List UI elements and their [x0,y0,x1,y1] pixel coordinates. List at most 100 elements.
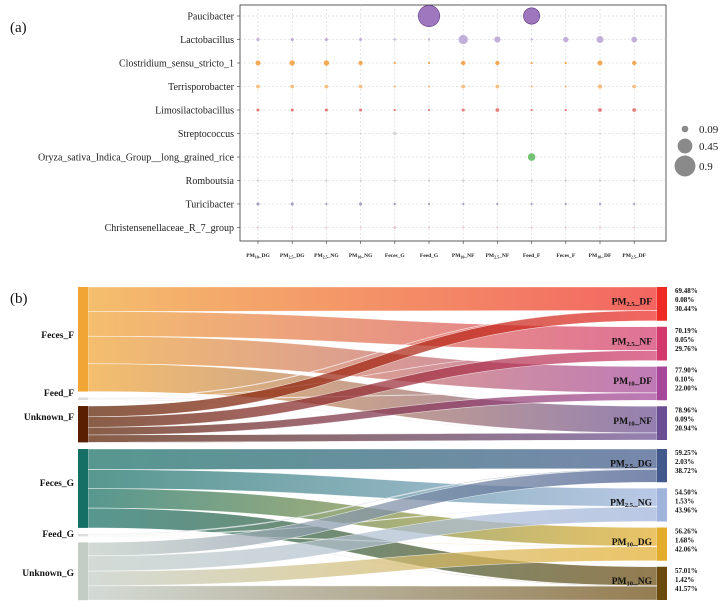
bubble-point [564,132,567,135]
bubble-point [255,60,261,66]
bubble-point [495,84,500,89]
source-node [78,287,88,392]
source-label: Feed_F [44,389,74,399]
bubble-point [530,61,533,65]
bubble-point [289,60,295,66]
bubble-point [633,132,636,135]
target-node [657,566,667,600]
bubble-point [564,108,567,112]
sample-label: PM10_NG [349,253,373,260]
bubble-point [564,179,567,182]
bubble-point [256,132,260,135]
bubble-point [496,132,499,135]
bubble-point [393,225,397,230]
bubble-point [324,108,328,112]
bubble-point [325,202,328,206]
target-share-label: 78.96% [675,406,698,414]
source-node [78,533,88,537]
bubble-point [325,226,328,229]
bubble-point [256,226,260,229]
legend-label: 0.09 [699,124,719,136]
target-share-label: 38.72% [675,467,698,475]
bubble-point [324,37,328,42]
bubble-point [462,226,465,229]
genus-label: Turicibacter [185,200,234,211]
bubble-point [417,4,441,28]
panel-a-label: (a) [10,20,27,36]
bubble-point [598,108,602,112]
target-share-label: 1.42% [675,576,694,584]
source-node [78,542,88,601]
target-share-label: 43.96% [675,506,698,514]
bubble-point [393,108,396,112]
bubble-point [359,108,363,112]
bubble-point [462,202,465,206]
target-share-label: 54.50% [675,488,698,496]
sankey-link [87,432,658,443]
target-share-label: 22.00% [675,385,698,393]
target-label: PM2.5_DG [610,459,653,470]
target-share-label: 0.05% [675,336,694,344]
sample-label: PM2.5_NF [486,253,510,260]
bubble-point [291,132,294,135]
genus-label: Terrisporobacter [168,82,235,93]
bubble-point [632,108,637,112]
bubble-chart: Paucibacter Lactobacillus Clostridium_sens… [38,4,667,260]
source-node [78,449,88,528]
target-share-label: 1.68% [675,537,694,545]
target-label: PM2.5_NF [612,337,653,348]
bubble-point [359,202,363,206]
target-node [657,527,667,561]
bubble-point [458,34,468,45]
bubble-point [598,202,602,206]
source-label: Feces_F [41,331,74,341]
target-share-label: 77.90% [675,367,698,375]
bubble-point [392,131,397,136]
bubble-point [631,36,638,43]
target-share-label: 2.03% [675,458,694,466]
bubble-point [359,179,362,182]
genus-label: Paucibacter [187,12,234,23]
bubble-point [496,179,499,182]
bubble-point [256,179,260,182]
target-share-label: 57.01% [675,567,698,575]
bubble-point [596,36,604,43]
source-node [78,406,88,443]
target-share-label: 1.53% [675,497,694,505]
sample-label: PM2.5_DF [622,253,646,260]
panel-b-label: (b) [10,291,28,307]
size-legend: 0.09 0.45 0.9 [674,124,719,177]
sankey-link [87,448,658,470]
bubble-point [427,85,431,88]
source-label: Feces_G [40,479,75,489]
target-label: PM10_NG [612,577,653,588]
sample-label: PM2.5_NG [314,253,339,260]
target-share-label: 42.06% [675,546,698,554]
target-share-label: 0.09% [675,415,694,423]
genus-label: Romboutsia [186,176,235,187]
legend-bubble [677,138,693,154]
bubble-point [359,132,362,135]
bubble-point [523,7,541,25]
bubble-point [393,85,396,88]
target-node [657,326,667,361]
bubble-point [632,84,637,89]
bubble-point [256,84,260,89]
source-label: Unknown_G [22,569,74,579]
bubble-point [564,226,567,229]
target-label: PM2.5_DF [612,298,653,309]
sample-label: Feces_F [556,253,576,259]
target-share-label: 59.25% [675,449,698,457]
bubble-point [564,202,567,206]
sankey-link [87,585,658,601]
bubble-point [530,202,533,206]
bubble-point [495,108,500,112]
bubble-point [461,108,465,112]
sample-label: PM10_DF [589,253,612,260]
genus-label: Limosilactobacillus [155,106,234,117]
bubble-point [427,202,431,206]
bubble-point [564,61,567,65]
sample-label: Feed_G [420,253,439,259]
